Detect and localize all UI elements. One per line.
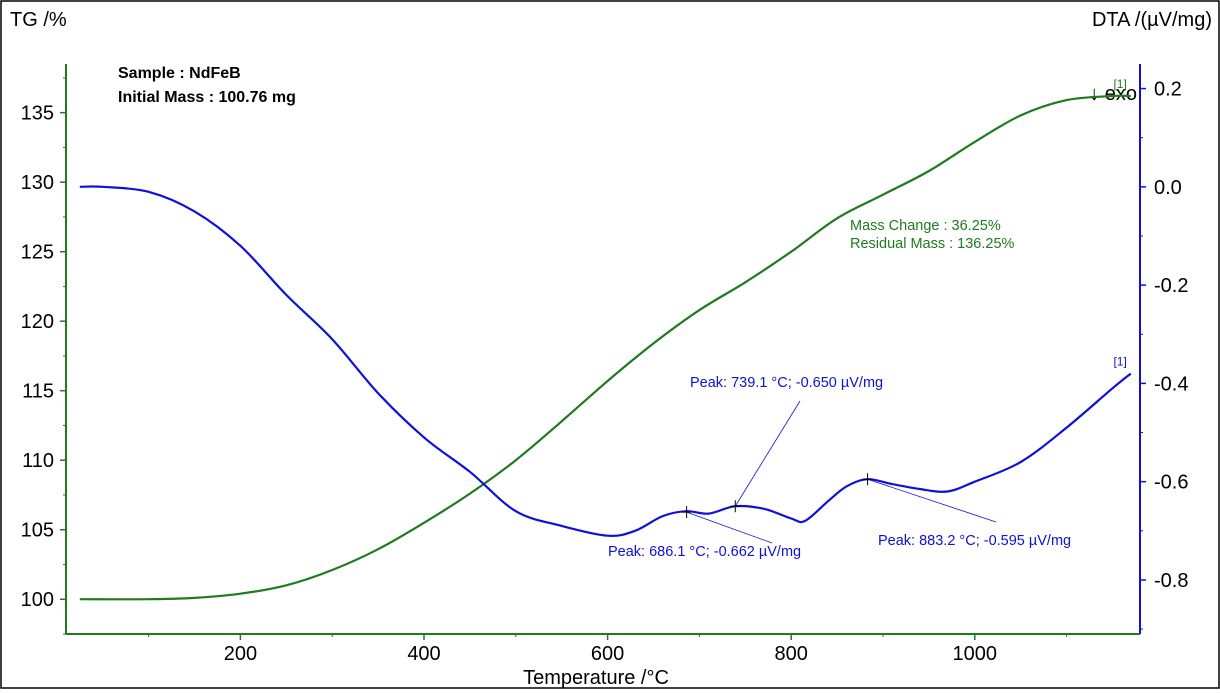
x-tick-label: 1000 xyxy=(953,643,998,665)
peak-label: Peak: 686.1 °C; -0.662 µV/mg xyxy=(608,544,801,560)
tg-end-marker: [1] xyxy=(1113,77,1126,91)
y-left-tick-label: 130 xyxy=(21,172,54,194)
y-right-tick-label: 0.2 xyxy=(1154,79,1182,101)
y-right-tick-label: -0.8 xyxy=(1154,570,1188,592)
residual-mass-label: Residual Mass : 136.25% xyxy=(850,236,1015,252)
series: [1] [1] xyxy=(79,77,1132,601)
y-right-tick-label: 0.0 xyxy=(1154,177,1182,199)
mass-change-label: Mass Change : 36.25% xyxy=(850,218,1001,234)
y-left-tick-label: 100 xyxy=(21,589,54,611)
peak-label: Peak: 739.1 °C; -0.650 µV/mg xyxy=(690,375,883,391)
y-right-tick-label: -0.2 xyxy=(1154,275,1188,297)
y-left-tick-label: 105 xyxy=(21,520,54,542)
y-left-axis-title: TG /% xyxy=(10,9,67,31)
y-left-tick-label: 125 xyxy=(21,242,54,264)
exo-indicator: ↓ exo xyxy=(1089,83,1137,105)
axes: 200 400 600 800 1000 100 105 110 115 120 125 130 135… xyxy=(21,64,1188,665)
x-tick-label: 200 xyxy=(224,643,257,665)
peak-annotations: Peak: 686.1 °C; -0.662 µV/mg Peak: 739.1 … xyxy=(608,375,1071,560)
x-tick-label: 600 xyxy=(591,643,624,665)
tg-curve xyxy=(79,94,1131,601)
x-tick-label: 800 xyxy=(774,643,807,665)
sample-label: Sample : NdFeB xyxy=(118,65,241,82)
y-right-tick-label: -0.4 xyxy=(1154,373,1188,395)
y-left-tick-label: 110 xyxy=(22,450,54,472)
peak-leader-line xyxy=(734,400,801,507)
peak-leader-line xyxy=(867,478,997,523)
dta-curve xyxy=(79,185,1132,537)
y-right-tick-label: -0.6 xyxy=(1154,472,1188,494)
y-right-axis-title: DTA /(µV/mg) xyxy=(1092,9,1212,31)
peak-leader-line xyxy=(686,511,773,544)
peak-label: Peak: 883.2 °C; -0.595 µV/mg xyxy=(878,533,1071,549)
y-left-tick-label: 135 xyxy=(21,103,54,125)
x-tick-label: 400 xyxy=(407,643,440,665)
y-left-tick-label: 115 xyxy=(22,381,54,403)
dta-end-marker: [1] xyxy=(1113,355,1126,369)
y-left-tick-label: 120 xyxy=(21,311,54,333)
x-axis-title: Temperature /°C xyxy=(523,667,669,689)
initial-mass-label: Initial Mass : 100.76 mg xyxy=(118,89,296,106)
